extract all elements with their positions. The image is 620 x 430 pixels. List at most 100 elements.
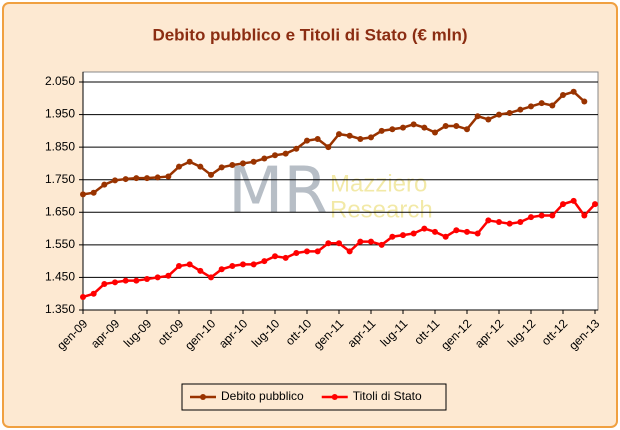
data-point (592, 201, 598, 208)
data-point (101, 280, 108, 287)
data-point (250, 158, 257, 165)
data-point (186, 261, 193, 268)
data-point (229, 162, 236, 169)
data-point (90, 290, 97, 297)
data-point (304, 248, 310, 255)
data-point (432, 129, 438, 136)
legend-box (181, 383, 447, 411)
data-point (421, 225, 428, 232)
watermark: MR Mazziero Research (228, 155, 433, 229)
data-point (464, 126, 470, 133)
data-point (240, 160, 246, 167)
data-point (464, 228, 470, 235)
y-tick-label: 1.450 (45, 270, 75, 284)
data-point (122, 176, 129, 183)
data-point (549, 212, 556, 219)
data-point (346, 132, 353, 139)
data-point (197, 267, 204, 274)
data-point (570, 88, 577, 95)
data-point (538, 100, 545, 107)
data-point (336, 240, 342, 247)
data-point (570, 197, 577, 204)
data-point (154, 174, 161, 181)
data-point (122, 277, 129, 284)
data-point (421, 124, 428, 131)
data-point (229, 263, 236, 270)
data-point (208, 274, 214, 281)
data-point (357, 238, 364, 245)
data-point (208, 171, 214, 178)
legend-marker (331, 394, 338, 400)
data-point (442, 233, 449, 240)
data-point (410, 121, 417, 128)
data-point (176, 163, 182, 170)
data-point (485, 116, 492, 123)
data-point (368, 238, 374, 245)
data-point (314, 248, 321, 255)
data-point (144, 175, 150, 182)
data-point (378, 241, 385, 248)
data-point (581, 212, 588, 219)
data-point (400, 124, 406, 131)
data-point (218, 266, 225, 273)
data-point (176, 263, 182, 270)
data-point (517, 106, 524, 113)
data-point (293, 250, 300, 256)
data-point (528, 214, 534, 221)
watermark-text: Mazziero (330, 170, 427, 197)
y-tick-label: 2.050 (45, 74, 75, 88)
data-point (154, 274, 161, 281)
data-point (346, 248, 353, 255)
data-point (400, 232, 406, 239)
legend-label: Debito pubblico (221, 389, 304, 403)
legend-marker (200, 394, 206, 400)
data-point (538, 212, 545, 219)
data-point (442, 122, 449, 129)
data-point (453, 227, 460, 234)
chart-title: Debito pubblico e Titoli di Stato (€ mln… (152, 25, 467, 44)
data-point (581, 98, 588, 105)
data-point (282, 254, 289, 261)
data-point (453, 122, 460, 129)
data-point (378, 127, 385, 134)
data-point (272, 253, 278, 260)
data-point (528, 103, 534, 110)
data-point (506, 109, 513, 116)
y-tick-label: 1.650 (45, 204, 75, 218)
data-point (325, 240, 332, 247)
data-point (357, 136, 364, 142)
data-point (549, 102, 556, 109)
data-point (496, 219, 502, 226)
watermark-text: Research (330, 196, 433, 223)
data-point (133, 175, 140, 182)
data-point (410, 230, 417, 237)
data-point (80, 293, 86, 300)
data-point (165, 173, 172, 180)
data-point (506, 220, 513, 227)
data-point (272, 152, 278, 159)
data-point (325, 144, 332, 151)
data-point (485, 217, 492, 224)
data-point (282, 150, 289, 157)
watermark-logo: MR (228, 155, 328, 229)
data-point (144, 276, 150, 283)
data-point (560, 92, 566, 99)
data-point (474, 230, 481, 237)
data-point (197, 163, 204, 170)
data-point (389, 233, 396, 240)
data-point (90, 189, 97, 196)
legend-label: Titoli di Stato (353, 389, 422, 403)
data-point (250, 261, 257, 268)
data-point (336, 131, 342, 138)
data-point (368, 134, 374, 141)
data-point (304, 137, 310, 144)
data-point (293, 145, 300, 152)
y-tick-label: 1.850 (45, 139, 75, 153)
y-tick-label: 1.550 (45, 237, 75, 251)
y-tick-label: 1.950 (45, 107, 75, 121)
data-point (389, 126, 396, 133)
data-point (474, 113, 481, 120)
data-point (112, 279, 118, 286)
data-point (560, 201, 566, 208)
